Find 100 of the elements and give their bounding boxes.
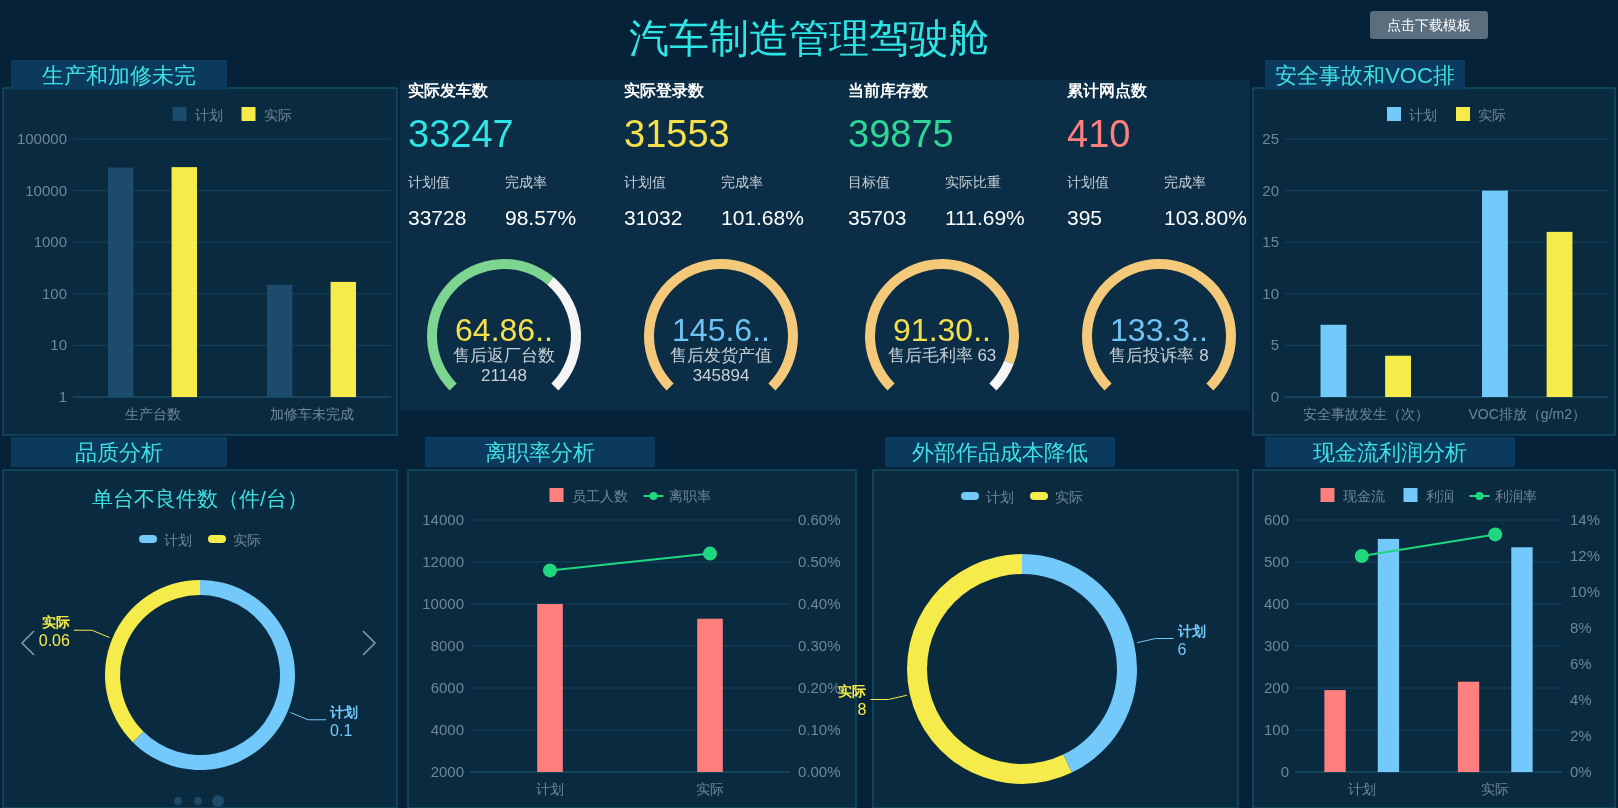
text: 计划值 xyxy=(624,174,666,190)
y-tick-label: 10000 xyxy=(422,595,464,612)
donut-slice xyxy=(132,580,295,770)
y-tick-label: 1000 xyxy=(33,233,67,251)
y2-tick-label: 6% xyxy=(1570,655,1592,672)
text: 当前库存数 xyxy=(848,82,929,99)
y2-tick-label: 14% xyxy=(1570,511,1601,528)
text: 售后毛利率 63 xyxy=(887,346,997,365)
data-label: 6 xyxy=(1177,640,1187,658)
y2-tick-label: 0.40% xyxy=(798,595,841,612)
legend-label: 计划 xyxy=(986,489,1014,505)
donut-slice xyxy=(105,580,200,743)
y-tick-label: 5 xyxy=(1270,336,1279,354)
donut-slice xyxy=(907,554,1072,784)
x-tick-label: 加修车未完成 xyxy=(269,406,354,422)
legend-label: 计划 xyxy=(1409,107,1437,123)
y2-tick-label: 8% xyxy=(1570,619,1592,636)
y-tick-label: 0 xyxy=(1270,388,1279,405)
y-tick-label: 0 xyxy=(1280,763,1289,780)
bar xyxy=(1385,355,1411,397)
text: 汽车制造管理驾驶舱 xyxy=(629,16,989,60)
text: 33728 xyxy=(408,206,467,229)
bar xyxy=(1546,231,1573,397)
y2-tick-label: 0.50% xyxy=(798,553,841,570)
text: 计划值 xyxy=(1067,174,1109,190)
text: 完成率 xyxy=(1164,174,1206,190)
y2-tick-label: 2% xyxy=(1570,727,1592,744)
y-tick-label: 12000 xyxy=(422,553,464,570)
text: 145.6.. xyxy=(672,312,770,348)
y-tick-label: 15 xyxy=(1262,233,1279,251)
chart-title: 离职率分析 xyxy=(485,440,595,465)
y-tick-label: 1 xyxy=(58,388,67,405)
data-label: 0.06 xyxy=(38,632,71,650)
slice-label: 实际 xyxy=(41,614,70,631)
text: 101.68% xyxy=(721,206,804,229)
y-tick-label: 300 xyxy=(1263,637,1289,654)
text: 完成率 xyxy=(505,174,547,190)
text: 98.57% xyxy=(505,206,577,229)
legend-label: 计划 xyxy=(194,107,223,123)
text: 点击下载模板 xyxy=(1387,17,1471,33)
bar xyxy=(1482,190,1508,397)
y2-tick-label: 10% xyxy=(1570,583,1601,600)
bar xyxy=(1377,538,1400,772)
chart-title: 现金流利润分析 xyxy=(1313,440,1467,465)
text: 完成率 xyxy=(721,174,763,190)
x-tick-label: 计划 xyxy=(1347,781,1376,797)
text: 345894 xyxy=(692,366,750,385)
y2-tick-label: 0.00% xyxy=(798,763,841,780)
text: 35703 xyxy=(848,206,907,229)
y2-tick-label: 4% xyxy=(1570,691,1592,708)
slice-label: 计划 xyxy=(329,703,359,720)
bar xyxy=(1511,547,1533,772)
y-tick-label: 600 xyxy=(1263,511,1289,528)
legend-label: 实际 xyxy=(263,107,292,123)
text: 395 xyxy=(1067,206,1103,229)
text: 410 xyxy=(1067,113,1131,155)
chart-title: 品质分析 xyxy=(75,440,163,465)
chart-title: 安全事故和VOC排 xyxy=(1275,63,1455,88)
y-tick-label: 25 xyxy=(1262,130,1279,147)
data-label: 8 xyxy=(857,701,867,719)
y-tick-label: 100 xyxy=(41,284,67,302)
y-tick-label: 14000 xyxy=(422,511,464,528)
text: 实际比重 xyxy=(945,174,1001,190)
y-tick-label: 100000 xyxy=(16,130,67,147)
legend-label: 员工人数 xyxy=(571,488,628,504)
bar xyxy=(1320,324,1347,397)
legend-label: 离职率 xyxy=(668,488,711,504)
chart-subtitle: 单台不良件数（件/台） xyxy=(92,487,308,510)
donut-slice xyxy=(1022,554,1137,773)
y-tick-label: 4000 xyxy=(430,721,464,738)
text: 33247 xyxy=(408,113,514,155)
text: 31032 xyxy=(624,206,683,229)
text: 售后发货产值 xyxy=(670,346,772,365)
legend-label: 实际 xyxy=(1478,107,1506,123)
text: 目标值 xyxy=(848,174,890,190)
y-tick-label: 100 xyxy=(1263,721,1289,738)
y-tick-label: 8000 xyxy=(430,637,464,654)
y-tick-label: 200 xyxy=(1263,679,1289,696)
bar xyxy=(1457,681,1480,772)
text: 售后投诉率 8 xyxy=(1109,346,1209,365)
legend-label: 计划 xyxy=(164,532,192,548)
text: 21148 xyxy=(480,366,528,385)
y2-tick-label: 12% xyxy=(1570,547,1601,564)
text: 计划值 xyxy=(408,174,450,190)
y-tick-label: 10000 xyxy=(25,181,67,199)
y2-tick-label: 0% xyxy=(1570,763,1592,780)
y-tick-label: 10 xyxy=(1262,284,1279,302)
x-tick-label: 计划 xyxy=(536,781,564,797)
data-label: 0.1 xyxy=(330,721,353,739)
text: 累计网点数 xyxy=(1066,82,1148,100)
x-tick-label: 生产台数 xyxy=(124,406,181,422)
text: 64.86.. xyxy=(455,312,553,348)
y-tick-label: 20 xyxy=(1262,181,1279,199)
legend-label: 利润率 xyxy=(1494,488,1537,504)
legend-label: 利润 xyxy=(1425,488,1454,504)
text: 售后返厂台数 xyxy=(453,346,555,365)
x-tick-label: 实际 xyxy=(1481,781,1510,797)
legend-label: 实际 xyxy=(233,532,261,548)
legend-label: 现金流 xyxy=(1342,488,1385,504)
y-tick-label: 400 xyxy=(1263,595,1289,612)
